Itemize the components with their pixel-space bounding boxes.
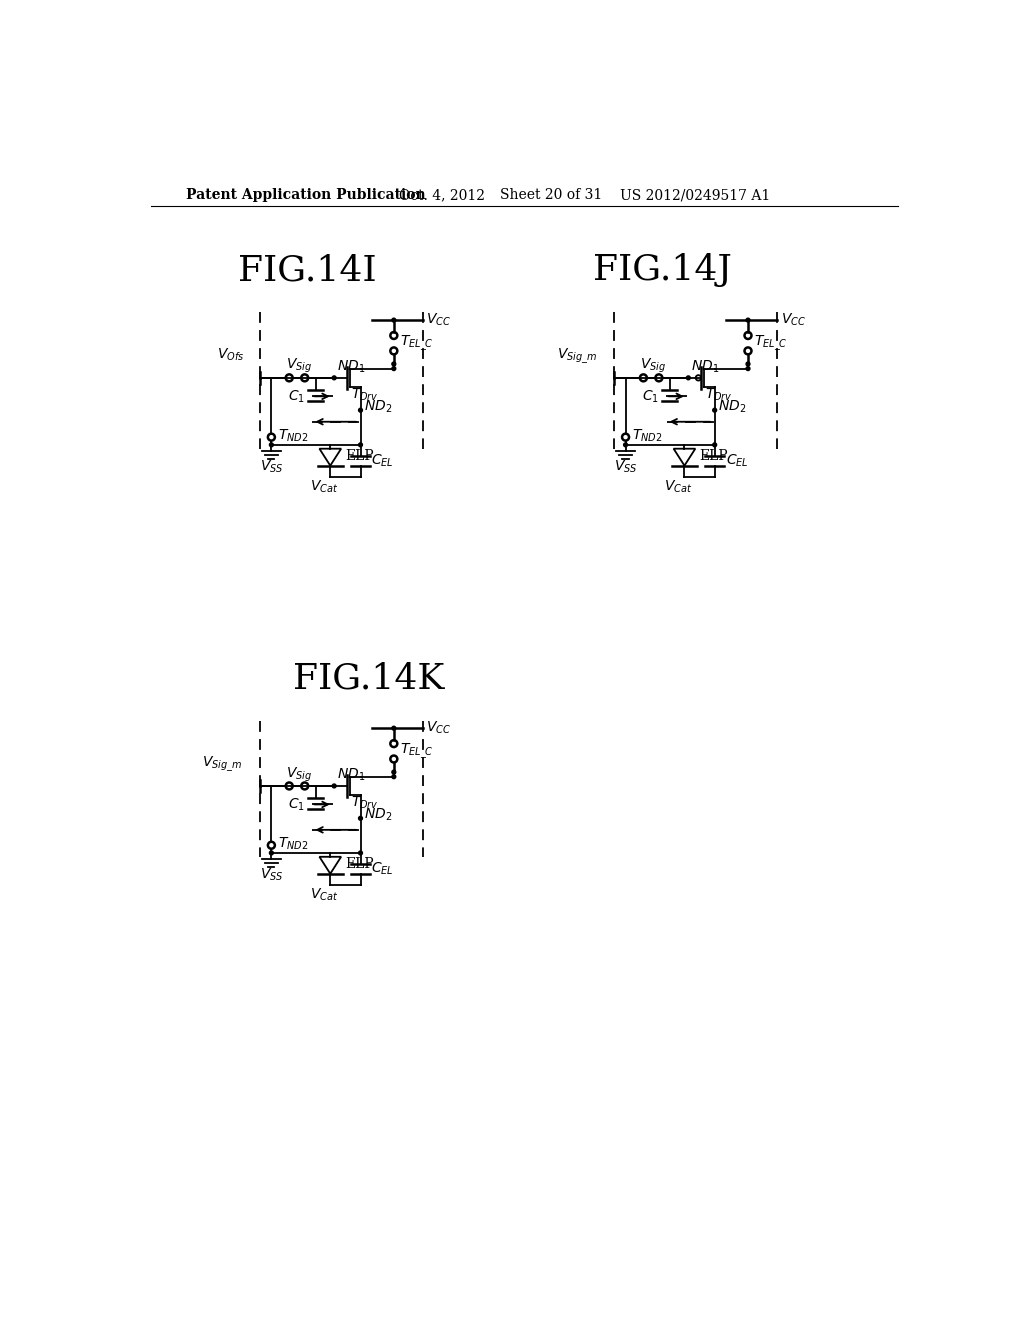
Text: $T_{EL\_C}$: $T_{EL\_C}$ [400,334,434,352]
Text: $V_{SS}$: $V_{SS}$ [260,866,284,883]
Text: $V_{Sig}$: $V_{Sig}$ [640,358,667,375]
Text: Oct. 4, 2012: Oct. 4, 2012 [399,189,485,202]
Text: $T_{Drv}$: $T_{Drv}$ [351,387,379,403]
Text: $V_{SS}$: $V_{SS}$ [613,458,637,475]
Circle shape [392,318,395,322]
Circle shape [269,851,273,855]
Circle shape [392,726,395,730]
Text: $V_{Sig}$: $V_{Sig}$ [286,766,312,784]
Circle shape [392,775,395,779]
Circle shape [713,444,717,446]
Text: ELP: ELP [699,449,728,463]
Text: US 2012/0249517 A1: US 2012/0249517 A1 [621,189,770,202]
Text: $V_{Sig\_m}$: $V_{Sig\_m}$ [203,755,243,774]
Text: $V_{Cat}$: $V_{Cat}$ [310,478,338,495]
Text: $V_{Cat}$: $V_{Cat}$ [665,478,692,495]
Text: $ND_1$: $ND_1$ [337,359,366,375]
Text: $T_{Drv}$: $T_{Drv}$ [706,387,733,403]
Circle shape [358,851,362,855]
Text: $ND_1$: $ND_1$ [691,359,720,375]
Circle shape [746,362,750,366]
Circle shape [392,362,395,366]
Text: ELP: ELP [345,858,374,871]
Text: $ND_2$: $ND_2$ [364,807,392,824]
Text: $ND_2$: $ND_2$ [718,399,746,416]
Text: $T_{EL\_C}$: $T_{EL\_C}$ [400,742,434,762]
Circle shape [713,408,717,412]
Circle shape [269,444,273,446]
Text: $V_{Sig}$: $V_{Sig}$ [286,358,312,375]
Text: $C_{EL}$: $C_{EL}$ [372,453,394,469]
Circle shape [392,367,395,371]
Circle shape [392,770,395,774]
Circle shape [358,816,362,820]
Text: FIG.14I: FIG.14I [239,253,377,286]
Circle shape [746,367,750,371]
Text: $V_{CC}$: $V_{CC}$ [426,719,452,737]
Text: Patent Application Publication: Patent Application Publication [186,189,426,202]
Text: $T_{ND2}$: $T_{ND2}$ [632,428,663,444]
Text: FIG.14K: FIG.14K [293,661,444,696]
Text: $V_{SS}$: $V_{SS}$ [260,458,284,475]
Text: $V_{Cat}$: $V_{Cat}$ [310,886,338,903]
Circle shape [746,318,750,322]
Text: $ND_1$: $ND_1$ [337,767,366,783]
Text: $V_{CC}$: $V_{CC}$ [426,312,452,329]
Circle shape [332,784,336,788]
Text: $T_{EL\_C}$: $T_{EL\_C}$ [755,334,787,352]
Text: FIG.14J: FIG.14J [593,253,732,286]
Text: Sheet 20 of 31: Sheet 20 of 31 [500,189,602,202]
Text: $V_{Sig\_m}$: $V_{Sig\_m}$ [557,347,597,366]
Text: $ND_2$: $ND_2$ [364,399,392,416]
Circle shape [332,376,336,380]
Text: $C_1$: $C_1$ [288,389,305,405]
Text: $C_1$: $C_1$ [288,797,305,813]
Circle shape [358,444,362,446]
Text: $T_{ND2}$: $T_{ND2}$ [278,836,308,851]
Text: $C_{EL}$: $C_{EL}$ [726,453,749,469]
Text: $C_{EL}$: $C_{EL}$ [372,861,394,878]
Text: $T_{Drv}$: $T_{Drv}$ [351,795,379,810]
Text: $C_1$: $C_1$ [642,389,658,405]
Text: $T_{ND2}$: $T_{ND2}$ [278,428,308,444]
Circle shape [358,408,362,412]
Text: ELP: ELP [345,449,374,463]
Circle shape [624,444,628,446]
Circle shape [686,376,690,380]
Text: $V_{CC}$: $V_{CC}$ [780,312,806,329]
Text: $V_{Ofs}$: $V_{Ofs}$ [217,347,245,363]
